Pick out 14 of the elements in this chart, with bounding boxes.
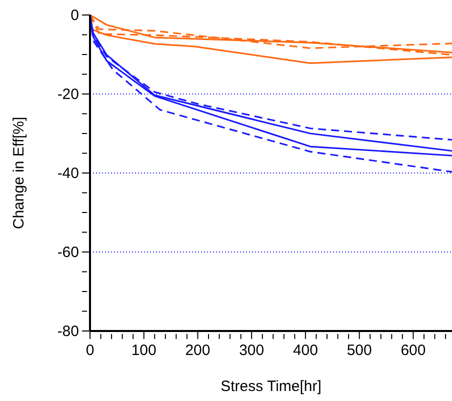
x-tick-label: 200 — [185, 342, 210, 359]
y-tick-label: -40 — [57, 165, 79, 182]
x-axis-title: Stress Time[hr] — [220, 378, 322, 395]
x-tick-label: 300 — [239, 342, 264, 359]
x-tick-label: 0 — [86, 342, 94, 359]
x-tick-label: 400 — [292, 342, 318, 359]
y-tick-label: -20 — [57, 86, 79, 103]
x-tick-label: 600 — [400, 342, 426, 359]
x-tick-label: 500 — [346, 342, 372, 359]
y-tick-label: -60 — [57, 244, 79, 261]
x-tick-label: 100 — [131, 342, 156, 359]
y-tick-label: -80 — [57, 323, 79, 340]
y-axis-title: Change in Eff[%] — [10, 116, 28, 230]
y-tick-label: 0 — [70, 7, 79, 24]
